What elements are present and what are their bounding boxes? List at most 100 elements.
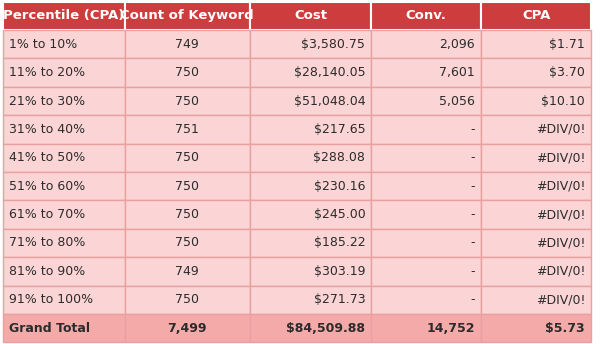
Text: #DIV/0!: #DIV/0! <box>536 151 585 164</box>
Text: $51,048.04: $51,048.04 <box>293 95 365 108</box>
Text: $245.00: $245.00 <box>314 208 365 221</box>
FancyBboxPatch shape <box>371 229 481 257</box>
Text: 81% to 90%: 81% to 90% <box>9 265 85 278</box>
Text: 21% to 30%: 21% to 30% <box>9 95 85 108</box>
FancyBboxPatch shape <box>371 58 481 87</box>
Text: -: - <box>470 236 475 249</box>
FancyBboxPatch shape <box>3 2 125 30</box>
Text: 11% to 20%: 11% to 20% <box>9 66 85 79</box>
Text: $28,140.05: $28,140.05 <box>293 66 365 79</box>
FancyBboxPatch shape <box>125 144 250 172</box>
FancyBboxPatch shape <box>371 144 481 172</box>
FancyBboxPatch shape <box>481 200 591 229</box>
Text: -: - <box>470 151 475 164</box>
Text: $271.73: $271.73 <box>314 293 365 306</box>
FancyBboxPatch shape <box>3 257 125 286</box>
FancyBboxPatch shape <box>125 229 250 257</box>
Text: 750: 750 <box>175 236 199 249</box>
Text: 750: 750 <box>175 151 199 164</box>
Text: 750: 750 <box>175 293 199 306</box>
FancyBboxPatch shape <box>3 172 125 200</box>
FancyBboxPatch shape <box>250 30 371 58</box>
Text: 749: 749 <box>175 38 199 51</box>
FancyBboxPatch shape <box>371 200 481 229</box>
FancyBboxPatch shape <box>481 87 591 115</box>
Text: -: - <box>470 180 475 193</box>
FancyBboxPatch shape <box>481 115 591 144</box>
Text: 2,096: 2,096 <box>440 38 475 51</box>
Text: 41% to 50%: 41% to 50% <box>9 151 85 164</box>
FancyBboxPatch shape <box>481 257 591 286</box>
FancyBboxPatch shape <box>481 286 591 314</box>
FancyBboxPatch shape <box>3 314 125 342</box>
Text: -: - <box>470 123 475 136</box>
FancyBboxPatch shape <box>250 172 371 200</box>
FancyBboxPatch shape <box>3 200 125 229</box>
Text: $230.16: $230.16 <box>314 180 365 193</box>
FancyBboxPatch shape <box>371 172 481 200</box>
FancyBboxPatch shape <box>481 2 591 30</box>
Text: $288.08: $288.08 <box>313 151 365 164</box>
Text: $84,509.88: $84,509.88 <box>286 322 365 335</box>
Text: Cost: Cost <box>294 9 327 22</box>
Text: 71% to 80%: 71% to 80% <box>9 236 85 249</box>
Text: 7,499: 7,499 <box>167 322 207 335</box>
FancyBboxPatch shape <box>125 58 250 87</box>
FancyBboxPatch shape <box>371 2 481 30</box>
Text: $10.10: $10.10 <box>541 95 585 108</box>
FancyBboxPatch shape <box>250 229 371 257</box>
FancyBboxPatch shape <box>481 144 591 172</box>
FancyBboxPatch shape <box>481 314 591 342</box>
Text: 750: 750 <box>175 66 199 79</box>
Text: $185.22: $185.22 <box>314 236 365 249</box>
Text: 61% to 70%: 61% to 70% <box>9 208 85 221</box>
Text: 749: 749 <box>175 265 199 278</box>
FancyBboxPatch shape <box>481 30 591 58</box>
Text: -: - <box>470 265 475 278</box>
Text: 5,056: 5,056 <box>439 95 475 108</box>
FancyBboxPatch shape <box>250 200 371 229</box>
FancyBboxPatch shape <box>250 115 371 144</box>
FancyBboxPatch shape <box>371 115 481 144</box>
FancyBboxPatch shape <box>125 200 250 229</box>
Text: $1.71: $1.71 <box>550 38 585 51</box>
Text: -: - <box>470 293 475 306</box>
Text: Count of Keyword: Count of Keyword <box>121 9 254 22</box>
FancyBboxPatch shape <box>371 286 481 314</box>
Text: #DIV/0!: #DIV/0! <box>536 236 585 249</box>
Text: 750: 750 <box>175 208 199 221</box>
Text: 14,752: 14,752 <box>427 322 475 335</box>
FancyBboxPatch shape <box>3 286 125 314</box>
FancyBboxPatch shape <box>125 257 250 286</box>
FancyBboxPatch shape <box>3 87 125 115</box>
FancyBboxPatch shape <box>481 172 591 200</box>
FancyBboxPatch shape <box>250 58 371 87</box>
FancyBboxPatch shape <box>250 87 371 115</box>
Text: 91% to 100%: 91% to 100% <box>9 293 93 306</box>
FancyBboxPatch shape <box>371 314 481 342</box>
Text: #DIV/0!: #DIV/0! <box>536 208 585 221</box>
FancyBboxPatch shape <box>125 30 250 58</box>
FancyBboxPatch shape <box>481 58 591 87</box>
Text: 51% to 60%: 51% to 60% <box>9 180 85 193</box>
Text: Grand Total: Grand Total <box>9 322 90 335</box>
Text: #DIV/0!: #DIV/0! <box>536 123 585 136</box>
FancyBboxPatch shape <box>3 144 125 172</box>
FancyBboxPatch shape <box>250 314 371 342</box>
FancyBboxPatch shape <box>371 87 481 115</box>
Text: 750: 750 <box>175 95 199 108</box>
FancyBboxPatch shape <box>371 257 481 286</box>
FancyBboxPatch shape <box>3 115 125 144</box>
FancyBboxPatch shape <box>3 58 125 87</box>
Text: 31% to 40%: 31% to 40% <box>9 123 85 136</box>
FancyBboxPatch shape <box>125 2 250 30</box>
Text: 750: 750 <box>175 180 199 193</box>
Text: 1% to 10%: 1% to 10% <box>9 38 77 51</box>
Text: #DIV/0!: #DIV/0! <box>536 180 585 193</box>
Text: $3.70: $3.70 <box>549 66 585 79</box>
FancyBboxPatch shape <box>125 87 250 115</box>
FancyBboxPatch shape <box>250 257 371 286</box>
FancyBboxPatch shape <box>125 314 250 342</box>
Text: 7,601: 7,601 <box>439 66 475 79</box>
FancyBboxPatch shape <box>125 172 250 200</box>
